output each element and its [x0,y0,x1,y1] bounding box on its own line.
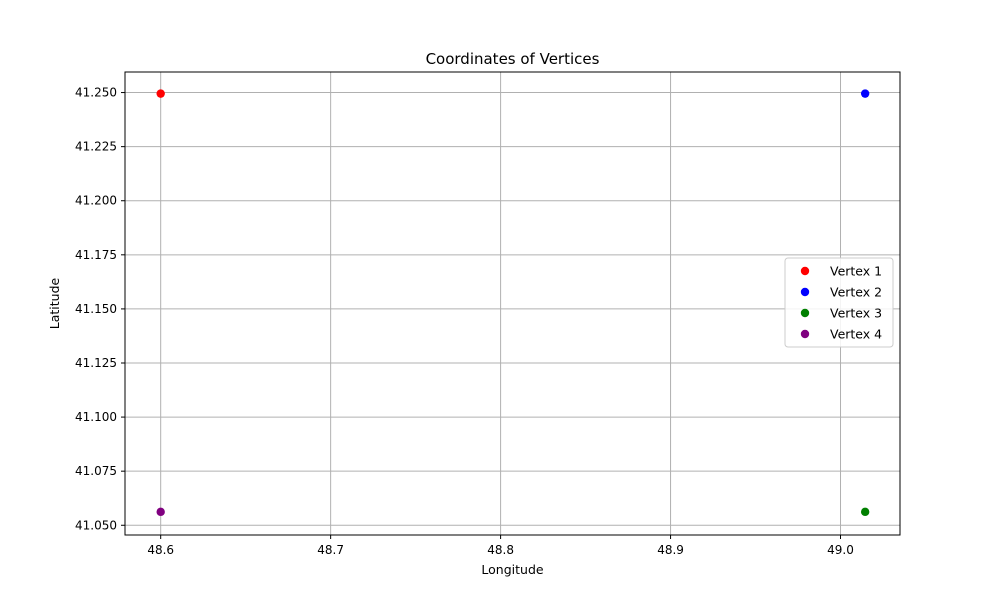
y-tick-label: 41.075 [75,464,117,478]
data-point [860,507,870,517]
legend-marker [800,329,810,339]
y-tick-label: 41.200 [75,194,117,208]
grid [125,72,900,535]
y-tick-label: 41.125 [75,356,117,370]
legend-marker [800,266,810,276]
data-point [860,89,870,98]
data-point [156,89,165,98]
x-axis-label: Longitude [481,562,543,577]
y-axis-label: Latitude [47,277,62,329]
y-tick-label: 41.225 [75,140,117,154]
legend-label: Vertex 4 [830,327,882,342]
y-tick-label: 41.150 [75,302,117,316]
legend-label: Vertex 2 [830,285,882,300]
x-tick-label: 48.7 [317,543,344,557]
data-points [156,89,870,517]
y-tick-label: 41.100 [75,410,117,424]
x-tick-label: 48.8 [487,543,514,557]
chart-title: Coordinates of Vertices [426,50,600,68]
legend-label: Vertex 3 [830,306,882,321]
x-tick-label: 48.6 [147,543,174,557]
data-point [156,507,165,517]
y-tick-label: 41.250 [75,86,117,100]
x-tick-label: 49.0 [827,543,854,557]
legend-marker [800,308,810,318]
legend: Vertex 1 Vertex 2 Vertex 3 Vertex 4 [784,257,894,348]
x-axis-ticks: 48.6 48.7 48.8 48.9 49.0 [147,535,854,557]
y-tick-label: 41.175 [75,248,117,262]
x-tick-label: 48.9 [657,543,684,557]
y-axis-ticks: 41.050 41.075 41.100 41.125 41.150 41.175 41.2… [75,86,125,532]
legend-label: Vertex 1 [830,264,882,279]
plot-area-frame [124,71,901,536]
y-tick-label: 41.050 [75,518,117,532]
legend-box [784,257,894,348]
legend-marker [800,287,810,297]
